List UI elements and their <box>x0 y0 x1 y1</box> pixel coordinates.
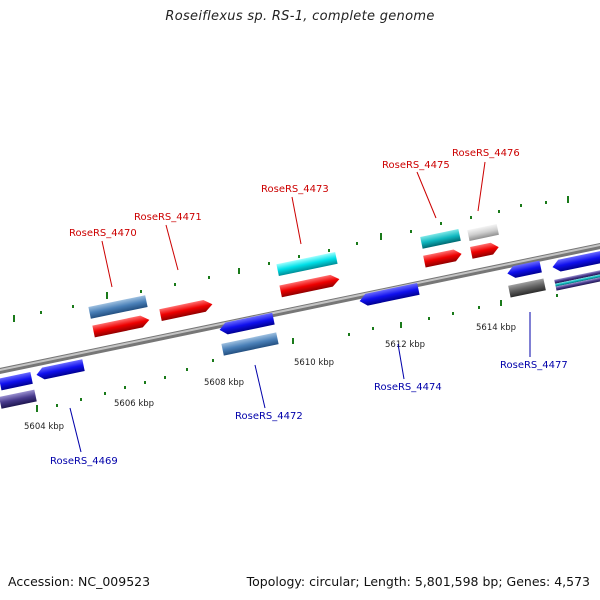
gene-feature[interactable] <box>470 241 500 259</box>
gene-feature[interactable] <box>467 224 499 241</box>
gene-feature[interactable] <box>279 273 340 298</box>
gene-feature[interactable] <box>159 298 213 321</box>
gene-label-forward[interactable]: RoseRS_4473 <box>261 184 329 195</box>
gene-label-reverse[interactable]: RoseRS_4474 <box>374 382 442 393</box>
map-title: Roseiflexus sp. RS-1, complete genome <box>165 9 435 24</box>
gene-feature[interactable] <box>420 229 461 249</box>
gene-label-forward[interactable]: RoseRS_4475 <box>382 160 450 171</box>
tick-label: 5604 kbp <box>24 422 64 432</box>
gene-feature[interactable] <box>92 314 150 338</box>
gene-feature[interactable] <box>218 312 275 336</box>
tick-label: 5606 kbp <box>114 399 154 409</box>
gene-label-forward[interactable]: RoseRS_4470 <box>69 228 137 239</box>
gene-feature[interactable] <box>221 332 279 356</box>
gene-label-reverse[interactable]: RoseRS_4469 <box>50 456 118 467</box>
accession-text: Accession: NC_009523 <box>8 574 151 589</box>
gene-feature[interactable] <box>276 251 338 277</box>
gene-feature[interactable] <box>358 282 420 307</box>
gene-feature[interactable] <box>0 389 37 409</box>
inner-tick-row <box>36 294 558 412</box>
forward-leader-lines <box>101 161 486 288</box>
gene-label-forward[interactable]: RoseRS_4476 <box>452 148 520 159</box>
gene-feature[interactable] <box>554 269 600 291</box>
tick-label: 5610 kbp <box>294 358 334 368</box>
gene-feature[interactable] <box>0 372 33 391</box>
gene-feature[interactable] <box>508 278 546 298</box>
outer-tick-row <box>13 196 569 322</box>
gene-feature[interactable] <box>506 260 542 280</box>
reverse-leader-lines <box>69 312 531 453</box>
genome-backbone-highlight <box>0 244 600 371</box>
gene-feature[interactable] <box>35 359 85 381</box>
gene-label-reverse[interactable]: RoseRS_4472 <box>235 411 303 422</box>
genome-summary-text: Topology: circular; Length: 5,801,598 bp… <box>246 574 590 589</box>
gene-feature[interactable] <box>88 295 148 319</box>
gene-feature[interactable] <box>423 248 463 268</box>
tick-label: 5614 kbp <box>476 323 516 333</box>
gene-feature[interactable] <box>551 251 600 273</box>
gene-label-reverse[interactable]: RoseRS_4477 <box>500 360 568 371</box>
gene-label-forward[interactable]: RoseRS_4471 <box>134 212 202 223</box>
tick-label: 5608 kbp <box>204 378 244 388</box>
tick-label: 5612 kbp <box>385 340 425 350</box>
